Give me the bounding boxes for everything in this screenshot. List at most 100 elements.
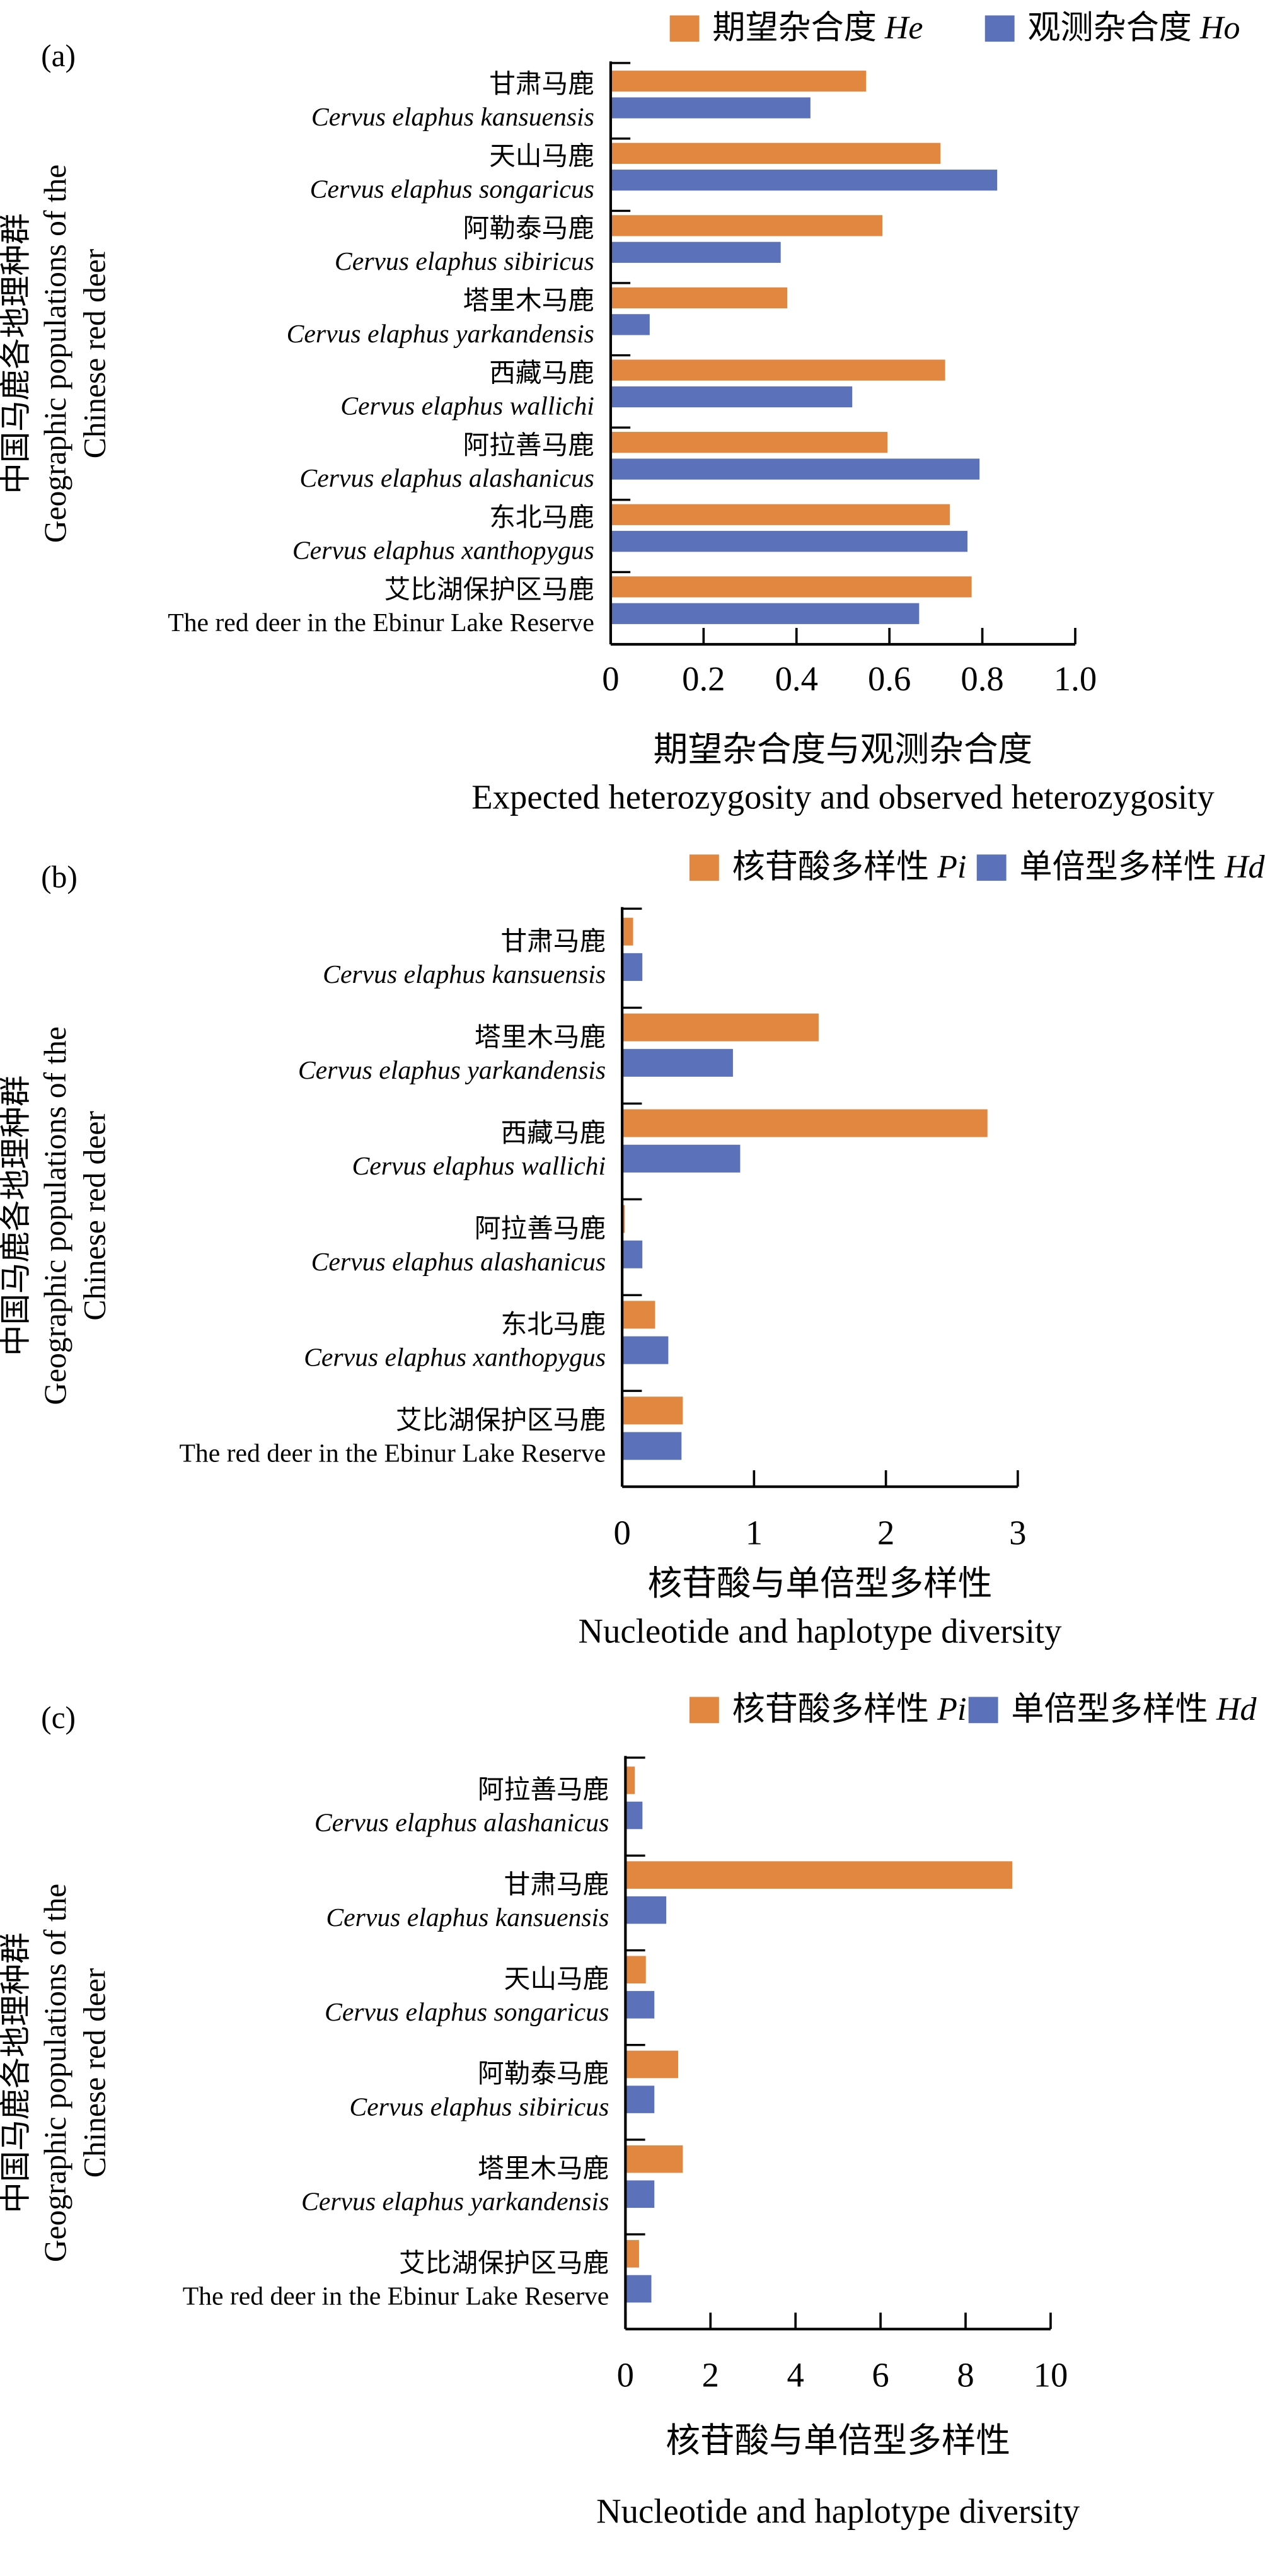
legend-label: 单倍型多样性 Hd — [1011, 1691, 1257, 1727]
bar-hd — [625, 2275, 652, 2303]
chart-panel-a: (a) 期望杂合度 He 观测杂合度 Ho 中国马鹿各地理种群 Geographic p… — [0, 10, 1240, 816]
category-label-cn: 塔里木马鹿 — [475, 1023, 606, 1052]
panel-label: (b) — [41, 859, 78, 894]
category-label-latin: Cervus elaphus wallichi — [340, 392, 594, 421]
x-axis-title-cn: 核苷酸与单倍型多样性 — [648, 1564, 993, 1603]
bar-he — [610, 504, 950, 525]
category-label-latin: Cervus elaphus yarkandensis — [298, 1056, 606, 1085]
category-label-latin: The red deer in the Ebinur Lake Reserve — [168, 608, 594, 637]
bar-ho — [610, 170, 998, 191]
bar-pi — [622, 1205, 625, 1233]
bar-he — [610, 71, 867, 92]
category-label-latin: Cervus elaphus songaricus — [310, 175, 594, 204]
bar-pi — [622, 1109, 988, 1137]
bar-pi — [625, 2240, 639, 2268]
category-label-cn: 甘肃马鹿 — [489, 70, 594, 99]
bar-hd — [622, 1240, 643, 1268]
bar-ho — [610, 386, 853, 408]
category-label-cn: 塔里木马鹿 — [463, 287, 594, 316]
bar-pi — [625, 2050, 678, 2079]
category-label-latin: Cervus elaphus kansuensis — [323, 960, 606, 989]
bar-ho — [610, 241, 781, 263]
category-label-latin: Cervus elaphus xanthopygus — [304, 1343, 606, 1372]
bar-ho — [610, 314, 650, 335]
category-label-latin: Cervus elaphus alashanicus — [299, 464, 594, 493]
x-tick-label: 0.4 — [775, 659, 818, 698]
category-label-latin: Cervus elaphus kansuensis — [311, 103, 594, 132]
chart-panel-b: (b) 核苷酸多样性 Pi 单倍型多样性 Hd 中国马鹿各地理种群 Geographic… — [0, 849, 1266, 1651]
category-label-latin: Cervus elaphus sibiricus — [335, 247, 594, 276]
legend-swatch — [976, 854, 1007, 881]
legend-label: 核苷酸多样性 Pi — [732, 1691, 967, 1727]
y-axis-title-line: 中国马鹿各地理种群 — [0, 213, 33, 494]
bar-hd — [622, 1048, 733, 1077]
y-axis-title-line: Geographic populations of the — [38, 1884, 72, 2262]
category-label-latin: Cervus elaphus sibiricus — [349, 2092, 609, 2121]
x-tick-label: 0.2 — [682, 659, 725, 698]
y-axis-title-line: Geographic populations of the — [38, 1026, 72, 1405]
category-label-latin: Cervus elaphus alashanicus — [315, 1809, 609, 1838]
legend-swatch — [968, 1697, 998, 1724]
x-tick-label: 8 — [957, 2355, 974, 2394]
bar-pi — [625, 1956, 646, 1984]
y-axis-title-line: Chinese red deer — [78, 1111, 112, 1321]
x-tick-label: 1.0 — [1054, 659, 1097, 698]
bar-hd — [625, 1991, 655, 2019]
x-axis-title-en: Expected heterozygosity and observed het… — [471, 777, 1215, 816]
category-label-latin: Cervus elaphus kansuensis — [326, 1903, 609, 1932]
legend-swatch — [669, 15, 700, 42]
category-label-latin: Cervus elaphus wallichi — [352, 1152, 606, 1181]
y-axis-title-line: Chinese red deer — [78, 248, 112, 458]
legend-label: 单倍型多样性 Hd — [1019, 849, 1265, 885]
category-label-latin: Cervus elaphus yarkandensis — [287, 320, 594, 349]
bar-he — [610, 287, 788, 309]
category-label-cn: 塔里木马鹿 — [478, 2154, 609, 2183]
bar-pi — [622, 1396, 683, 1425]
bar-pi — [622, 1013, 819, 1041]
bar-hd — [622, 1144, 741, 1173]
category-label-cn: 天山马鹿 — [504, 1965, 609, 1994]
x-tick-label: 10 — [1034, 2355, 1068, 2394]
legend-swatch — [689, 854, 719, 881]
x-tick-label: 2 — [877, 1513, 894, 1552]
bar-ho — [610, 531, 968, 552]
x-tick-label: 0.6 — [868, 659, 911, 698]
bar-hd — [625, 2180, 655, 2208]
y-axis-title: 中国马鹿各地理种群 Geographic populations of the Ch… — [0, 1884, 112, 2262]
bar-hd — [622, 1336, 669, 1364]
x-axis-title-cn: 期望杂合度与观测杂合度 — [654, 730, 1033, 769]
category-label-latin: Cervus elaphus yarkandensis — [301, 2187, 609, 2216]
category-label-cn: 东北马鹿 — [489, 502, 594, 532]
category-label-latin: Cervus elaphus alashanicus — [311, 1248, 606, 1277]
category-label-cn: 阿拉善马鹿 — [475, 1214, 606, 1244]
category-label-cn: 西藏马鹿 — [489, 359, 594, 388]
category-label-latin: Cervus elaphus xanthopygus — [292, 537, 594, 566]
bar-hd — [625, 1896, 667, 1924]
category-label-cn: 艾比湖保护区马鹿 — [399, 2249, 609, 2278]
legend-label: 期望杂合度 He — [712, 10, 923, 46]
category-label-cn: 艾比湖保护区马鹿 — [396, 1407, 606, 1436]
category-label-cn: 甘肃马鹿 — [504, 1871, 609, 1900]
x-tick-label: 0 — [602, 659, 619, 698]
category-label-cn: 阿拉善马鹿 — [478, 1775, 609, 1805]
y-axis-title-line: Geographic populations of the — [38, 165, 72, 543]
bar-pi — [625, 1767, 635, 1794]
category-label-cn: 阿勒泰马鹿 — [463, 214, 594, 243]
bar-hd — [622, 1432, 682, 1460]
bar-he — [610, 142, 941, 164]
category-label-cn: 东北马鹿 — [500, 1310, 606, 1340]
category-label-latin: The red deer in the Ebinur Lake Reserve — [179, 1439, 606, 1468]
x-tick-label: 1 — [746, 1513, 763, 1552]
bar-ho — [610, 603, 920, 624]
chart-panel-c: (c) 核苷酸多样性 Pi 单倍型多样性 Hd 中国马鹿各地理种群 Geographic… — [0, 1691, 1257, 2531]
legend-swatch — [689, 1697, 719, 1724]
category-label-cn: 阿拉善马鹿 — [463, 431, 594, 460]
x-axis-title-cn: 核苷酸与单倍型多样性 — [666, 2422, 1010, 2460]
x-tick-label: 4 — [787, 2355, 804, 2394]
bar-pi — [622, 917, 633, 946]
bar-pi — [625, 2145, 683, 2173]
x-tick-label: 3 — [1009, 1513, 1026, 1552]
x-axis-title-en: Nucleotide and haplotype diversity — [579, 1612, 1063, 1651]
bar-ho — [610, 97, 811, 119]
